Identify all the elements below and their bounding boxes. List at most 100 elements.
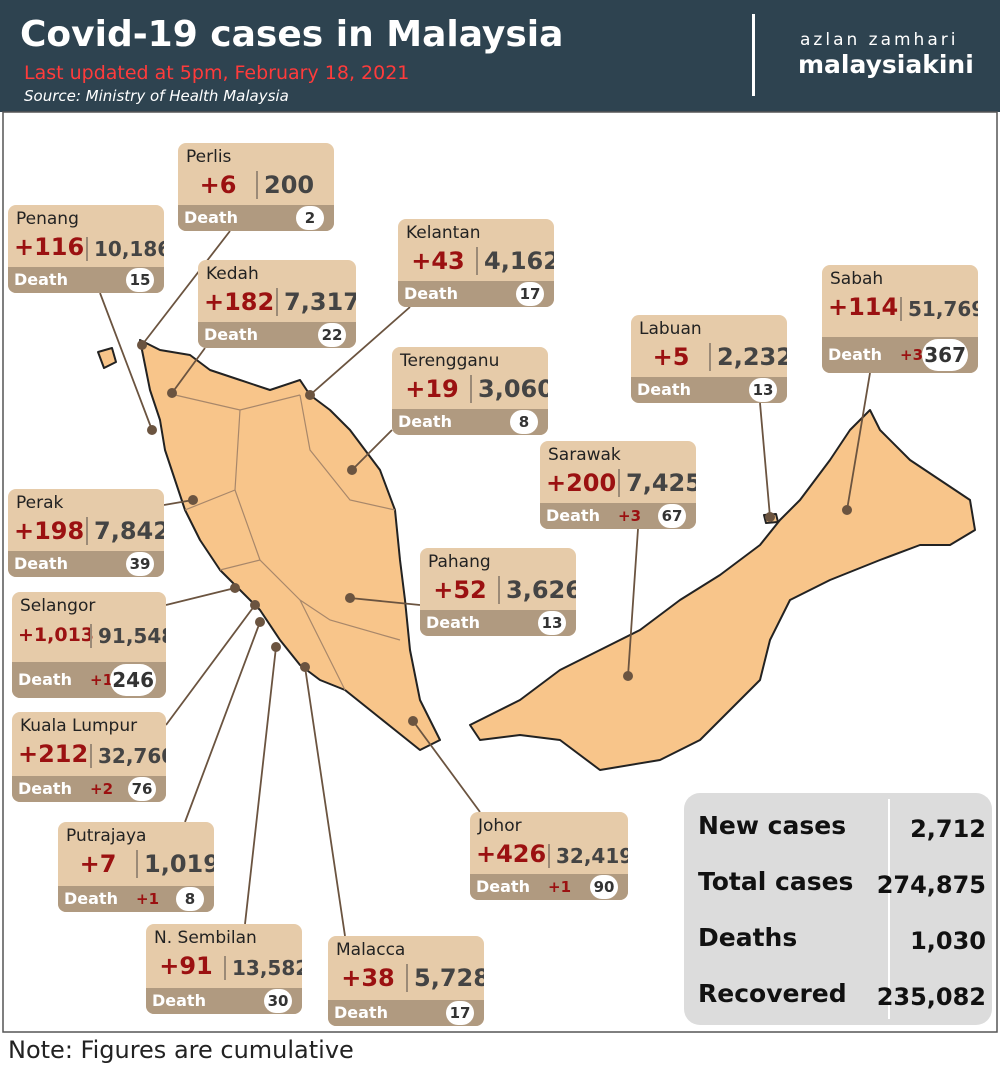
state-name: Perak	[16, 493, 64, 513]
death-label: Death	[426, 613, 480, 632]
death-label: Death	[546, 506, 600, 525]
state-name: Terengganu	[400, 351, 500, 371]
state-card: Perlis +6 200 Death 2	[178, 143, 334, 231]
death-band: Death 2	[178, 205, 334, 231]
death-band: Death 8	[392, 409, 548, 435]
death-label: Death	[18, 779, 72, 798]
dot	[345, 593, 355, 603]
state-card: Perak +198 7,842 Death 39	[8, 489, 164, 577]
state-name: Labuan	[639, 319, 702, 339]
deaths: 30	[264, 989, 292, 1013]
state-name: Kuala Lumpur	[20, 716, 138, 736]
death-label: Death	[828, 345, 882, 364]
death-band: Death +1 8	[58, 886, 214, 912]
dot	[230, 583, 240, 593]
death-label: Death	[204, 325, 258, 344]
death-band: Death 13	[631, 377, 787, 403]
new-deaths: +2	[90, 780, 114, 798]
new-cases: +5	[652, 343, 690, 371]
new-cases: +19	[405, 375, 459, 403]
death-band: Death +15 246	[12, 662, 166, 698]
summary-label: Recovered	[698, 979, 847, 1008]
state-card: Pahang +52 3,626 Death 13	[420, 548, 576, 636]
death-band: Death 22	[198, 322, 356, 348]
total-cases: 10,186	[86, 237, 164, 261]
new-cases: +116	[14, 233, 85, 261]
state-card: Labuan +5 2,232 Death 13	[631, 315, 787, 403]
total-cases: 32,419	[548, 844, 628, 868]
death-label: Death	[152, 991, 206, 1010]
state-card: Terengganu +19 3,060 Death 8	[392, 347, 548, 435]
total-cases: 13,582	[224, 956, 302, 980]
dot	[305, 390, 315, 400]
death-label: Death	[404, 284, 458, 303]
summary-label: Total cases	[698, 867, 854, 896]
state-card: Johor +426 32,419 Death +1 90	[470, 812, 628, 900]
state-card: Kedah +182 7,317 Death 22	[198, 260, 356, 348]
deaths: 8	[510, 410, 538, 434]
state-card: N. Sembilan +91 13,582 Death 30	[146, 924, 302, 1014]
dot	[167, 388, 177, 398]
death-label: Death	[476, 877, 530, 896]
new-cases: +212	[18, 740, 89, 768]
author: azlan zamhari	[800, 30, 959, 50]
dot	[188, 495, 198, 505]
source: Source: Ministry of Health Malaysia	[24, 87, 289, 105]
total-cases: 1,019	[136, 850, 214, 878]
new-cases: +114	[828, 293, 899, 321]
total-cases: 32,760	[90, 744, 166, 768]
total-cases: 7,842	[86, 517, 164, 545]
total-cases: 2,232	[709, 343, 787, 371]
state-card: Sabah +114 51,769 Death +3 367	[822, 265, 978, 373]
state-name: Johor	[478, 816, 522, 836]
state-card: Kelantan +43 4,162 Death 17	[398, 219, 554, 307]
new-deaths: +1	[548, 878, 572, 896]
death-band: Death 13	[420, 610, 576, 636]
divider	[888, 799, 890, 1019]
death-band: Death 17	[398, 281, 554, 307]
deaths: 367	[922, 339, 968, 371]
dot	[765, 512, 775, 522]
title: Covid-19 cases in Malaysia	[20, 14, 564, 55]
deaths: 15	[126, 268, 154, 292]
new-cases: +7	[79, 850, 117, 878]
dot	[842, 505, 852, 515]
deaths: 22	[318, 323, 346, 347]
death-band: Death 30	[146, 988, 302, 1014]
death-label: Death	[184, 208, 238, 227]
dot	[271, 642, 281, 652]
death-band: Death 15	[8, 267, 164, 293]
death-label: Death	[334, 1003, 388, 1022]
death-band: Death +3 67	[540, 503, 696, 529]
total-cases: 4,162	[476, 247, 554, 275]
state-name: Kelantan	[406, 223, 481, 243]
new-deaths: +1	[136, 890, 160, 908]
state-name: Selangor	[20, 596, 96, 616]
summary-value: 274,875	[876, 871, 986, 899]
deaths: 17	[516, 282, 544, 306]
death-label: Death	[637, 380, 691, 399]
state-name: Penang	[16, 209, 79, 229]
divider	[752, 14, 755, 96]
deaths: 246	[110, 664, 156, 696]
total-cases: 51,769	[900, 297, 978, 321]
leader-line	[99, 230, 871, 937]
dot	[137, 340, 147, 350]
total-cases: 5,728	[406, 964, 484, 992]
summary-label: New cases	[698, 811, 847, 840]
dot	[250, 600, 260, 610]
updated: Last updated at 5pm, February 18, 2021	[24, 62, 410, 84]
death-band: Death +1 90	[470, 874, 628, 900]
summary-label: Deaths	[698, 923, 798, 952]
peninsula	[139, 339, 441, 751]
deaths: 17	[446, 1001, 474, 1025]
note: Note: Figures are cumulative	[8, 1036, 354, 1064]
dot	[408, 716, 418, 726]
total-cases: 3,060	[470, 375, 548, 403]
new-cases: +38	[341, 964, 395, 992]
deaths: 8	[176, 887, 204, 911]
